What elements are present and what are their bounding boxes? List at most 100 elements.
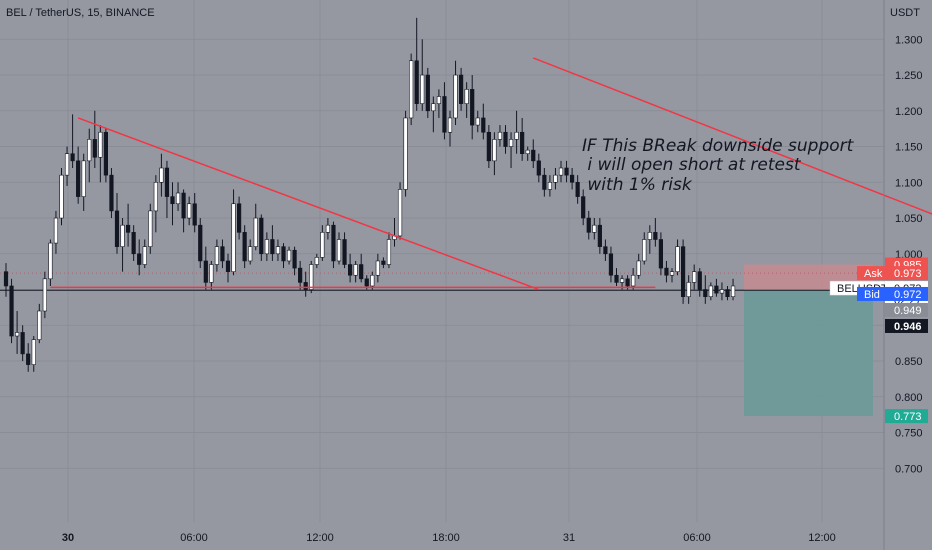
candle-body bbox=[470, 89, 475, 126]
candle-body bbox=[120, 224, 125, 247]
candle-body bbox=[76, 160, 81, 197]
candle-body bbox=[586, 217, 591, 233]
candle-body bbox=[653, 232, 658, 240]
candle-body bbox=[114, 210, 120, 247]
candle-body bbox=[87, 139, 92, 162]
candle-body bbox=[647, 232, 652, 240]
candle-body bbox=[714, 285, 719, 294]
ask-label: Ask bbox=[864, 268, 883, 280]
annotation-line-1[interactable]: IF This BReak downside support bbox=[582, 136, 855, 156]
currency-label: USDT bbox=[890, 7, 920, 19]
candle-body bbox=[381, 260, 386, 265]
grid bbox=[0, 0, 884, 522]
candle-body bbox=[581, 196, 586, 219]
x-axis[interactable]: 30 06:00 12:00 18:00 31 06:00 12:00 bbox=[62, 532, 836, 544]
candle-body bbox=[214, 246, 220, 265]
candle-body bbox=[431, 103, 436, 112]
candle-body bbox=[181, 192, 186, 219]
candle-body bbox=[492, 139, 497, 162]
candle-body bbox=[414, 60, 419, 104]
ask-price-tag-bg bbox=[885, 266, 928, 281]
candle-body bbox=[314, 257, 319, 265]
candle-body bbox=[153, 182, 158, 212]
ask-label-bg bbox=[857, 266, 885, 281]
candle-body bbox=[597, 224, 602, 247]
candle-body bbox=[508, 139, 514, 147]
x-tick-label: 12:00 bbox=[808, 532, 836, 544]
candle-body bbox=[608, 253, 614, 276]
candles bbox=[3, 17, 736, 372]
candle-body bbox=[692, 271, 697, 283]
candle-body bbox=[708, 285, 713, 298]
candle-body bbox=[425, 74, 430, 112]
y-tick-label: 1.300 bbox=[895, 34, 923, 46]
candle-body bbox=[619, 278, 625, 283]
target-price-tag: 0.773 bbox=[894, 411, 922, 423]
candle-body bbox=[275, 246, 281, 255]
y-tick-label: 0.700 bbox=[895, 463, 923, 475]
candle-body bbox=[564, 167, 569, 176]
bid-label: Bid bbox=[864, 289, 880, 301]
candle-body bbox=[148, 210, 153, 247]
candle-body bbox=[270, 239, 275, 255]
candle-body bbox=[453, 74, 458, 119]
candle-body bbox=[281, 246, 286, 262]
price-labels: 0.985Ask0.973BELUSDT0.97302:27Bid0.9720.… bbox=[829, 257, 928, 424]
candle-body bbox=[464, 89, 469, 104]
candle-body bbox=[680, 246, 686, 297]
take-profit-zone bbox=[744, 290, 873, 417]
x-tick-label: 31 bbox=[563, 532, 575, 544]
candle-body bbox=[658, 239, 663, 269]
current-price-tag-bg bbox=[885, 318, 928, 333]
bid-price-tag-bg bbox=[885, 286, 928, 301]
line-price-tag-bg bbox=[885, 302, 928, 317]
candle-body bbox=[642, 239, 647, 262]
candle-body bbox=[370, 274, 375, 287]
candle-body bbox=[37, 310, 42, 340]
candle-body bbox=[575, 182, 580, 197]
symbol-title[interactable]: BEL / TetherUS, 15, BINANCE bbox=[6, 7, 155, 19]
bid-price-tag: 0.972 bbox=[894, 289, 922, 301]
candle-body bbox=[92, 139, 97, 158]
target-price-tag-bg bbox=[885, 409, 928, 424]
candle-body bbox=[64, 153, 70, 176]
candle-body bbox=[420, 74, 425, 104]
annotation-line-2[interactable]: i will open short at retest bbox=[582, 155, 802, 175]
candle-body bbox=[98, 131, 103, 158]
ask-price-tag: 0.973 bbox=[894, 268, 922, 280]
x-tick-label: 06:00 bbox=[683, 532, 711, 544]
candle-body bbox=[192, 203, 197, 226]
candle-body bbox=[259, 217, 264, 255]
candle-body bbox=[175, 192, 181, 205]
candle-body bbox=[397, 189, 403, 237]
candle-body bbox=[242, 232, 247, 262]
y-tick-label: 0.850 bbox=[895, 356, 923, 368]
candle-body bbox=[525, 149, 530, 155]
y-tick-label: 0.800 bbox=[895, 392, 923, 404]
candle-body bbox=[603, 246, 608, 255]
trendlines bbox=[50, 57, 932, 291]
bid-label-bg bbox=[857, 286, 885, 301]
candle-body bbox=[442, 96, 447, 133]
candle-body bbox=[447, 117, 453, 133]
candle-body bbox=[347, 264, 353, 276]
annotation-line-3[interactable]: with 1% risk bbox=[582, 175, 693, 195]
candle-body bbox=[669, 271, 675, 276]
candle-body bbox=[542, 174, 547, 190]
candle-body bbox=[298, 267, 303, 283]
candle-body bbox=[614, 274, 619, 283]
candle-body bbox=[303, 282, 308, 290]
candle-body bbox=[131, 232, 136, 255]
candle-body bbox=[137, 253, 142, 265]
candle-body bbox=[359, 264, 364, 280]
candle-body bbox=[486, 131, 491, 162]
candle-body bbox=[536, 160, 541, 176]
candle-body bbox=[325, 224, 331, 233]
x-tick-label: 06:00 bbox=[180, 532, 208, 544]
candle-body bbox=[558, 167, 564, 176]
candle-body bbox=[719, 289, 725, 294]
candle-body bbox=[187, 203, 192, 219]
candle-body bbox=[292, 249, 297, 269]
